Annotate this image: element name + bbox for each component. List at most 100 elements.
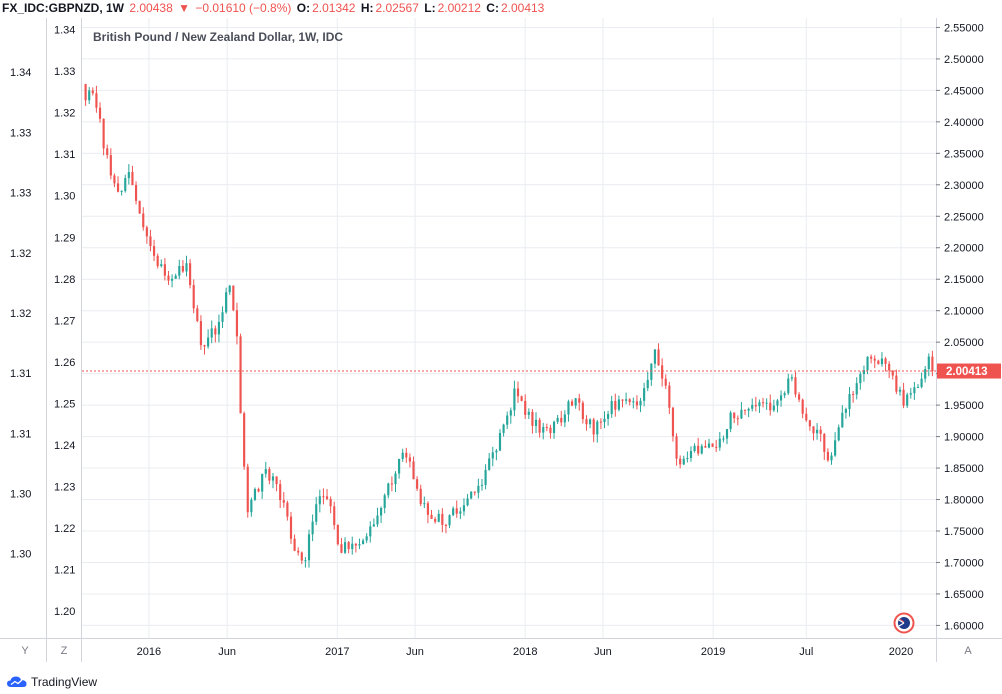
right-tick-label: 2.35000: [944, 148, 984, 160]
inner-tick-label: 1.31: [54, 149, 75, 161]
scale-button-y[interactable]: Y: [21, 645, 29, 657]
candle-body: [160, 264, 163, 267]
candle-body: [361, 540, 365, 545]
inner-tick-label: 1.23: [54, 481, 75, 493]
scale-button-z[interactable]: Z: [61, 645, 68, 657]
candle-body: [336, 525, 339, 545]
inner-tick-label: 1.25: [54, 398, 75, 410]
right-tick-label: 1.75000: [944, 526, 984, 538]
candle-body: [286, 502, 289, 517]
close-label: C:: [486, 1, 499, 15]
candle-body: [747, 408, 750, 411]
candle-body: [495, 450, 498, 453]
time-tick-label: 2020: [889, 646, 913, 658]
candle-body: [906, 394, 909, 406]
candle-body: [661, 365, 664, 379]
auto-scale-button[interactable]: A: [964, 645, 972, 657]
candle-body: [131, 172, 134, 186]
candle-body: [419, 488, 422, 504]
time-axis-ticks[interactable]: 2016 Jun 2017 Jun 2018 Jun 2019 Jul 2020: [137, 646, 914, 658]
candle-body: [772, 405, 775, 411]
candle-body: [470, 491, 473, 499]
candle-body: [689, 451, 693, 459]
candle-body: [498, 432, 502, 451]
candle-body: [142, 213, 145, 228]
candle-body: [491, 452, 494, 459]
right-tick-label: 2.15000: [944, 274, 984, 286]
candle-body: [405, 452, 408, 458]
candle-body: [751, 404, 754, 409]
symbol-name[interactable]: FX_IDC:GBPNZD, 1W: [2, 1, 125, 15]
price-change: −0.01610 (−0.8%): [195, 1, 292, 15]
right-tick-label: 2.45000: [944, 85, 984, 97]
candle-body: [243, 413, 246, 467]
candle-body: [563, 414, 566, 423]
candle-body: [844, 409, 847, 413]
candle-body: [480, 484, 484, 486]
candle-body: [354, 543, 357, 546]
candle-body: [289, 516, 293, 539]
candle-body: [545, 427, 548, 429]
left-tick-label: 1.32: [10, 308, 31, 320]
candle-body: [920, 378, 923, 387]
low-label: L:: [424, 1, 436, 15]
candle-body: [88, 90, 91, 101]
candle-body: [203, 345, 206, 347]
candle-body: [434, 518, 437, 522]
candle-body: [196, 308, 199, 322]
flag-icon[interactable]: [893, 612, 915, 634]
candle-body: [185, 263, 188, 272]
candle-body: [761, 402, 765, 404]
candle-body: [902, 389, 905, 406]
candle-body: [228, 285, 231, 293]
candle-body: [506, 415, 509, 425]
right-tick-label: 2.50000: [944, 54, 984, 66]
candle-body: [891, 370, 894, 376]
tradingview-logo[interactable]: TradingView: [6, 675, 97, 689]
candle-body: [444, 524, 448, 526]
candle-body: [304, 560, 307, 562]
candle-body: [646, 379, 649, 389]
inner-tick-label: 1.20: [54, 606, 75, 618]
candle-body: [426, 503, 430, 515]
candle-body: [895, 375, 898, 392]
candle-body: [758, 402, 761, 407]
symbol-header: FX_IDC:GBPNZD, 1W 2.00438 ▼ −0.01610 (−0…: [0, 0, 1002, 18]
candle-body: [232, 285, 235, 311]
candle-body: [534, 419, 538, 426]
right-tick-label: 2.55000: [944, 22, 984, 34]
candle-body: [650, 363, 653, 380]
left-axis-ticks[interactable]: 1.34 1.33 1.33 1.32 1.32 1.31 1.31 1.30 1.30: [10, 67, 31, 561]
candle-body: [592, 419, 595, 435]
candle-body: [192, 285, 195, 309]
inner-tick-label: 1.26: [54, 357, 75, 369]
inner-axis-ticks[interactable]: 1.34 1.33 1.32 1.31 1.30 1.29 1.28 1.27 1.26 1.25…: [54, 25, 75, 618]
candle-body: [538, 419, 541, 433]
candle-body: [819, 429, 822, 434]
candle-body: [394, 473, 397, 484]
candle-body: [398, 458, 401, 474]
inner-tick-label: 1.30: [54, 191, 75, 203]
right-tick-label: 1.95000: [944, 400, 984, 412]
candle-body: [841, 412, 844, 428]
candle-body: [149, 236, 152, 247]
time-tick-label: 2019: [701, 646, 725, 658]
candle-body: [682, 458, 685, 465]
candle-body: [848, 394, 851, 410]
candle-body: [697, 445, 700, 454]
candle-body: [639, 400, 642, 406]
candle-body: [927, 356, 930, 370]
candle-body: [581, 402, 584, 420]
candle-body: [628, 399, 631, 403]
candle-body: [473, 491, 476, 493]
candle-body: [805, 413, 808, 421]
candle-body: [484, 469, 487, 485]
candle-body: [578, 398, 581, 403]
candle-body: [91, 90, 94, 94]
price-chart[interactable]: 1.34 1.33 1.33 1.32 1.32 1.31 1.31 1.30 1.30 1.3…: [0, 18, 1002, 662]
grid-lines: [82, 18, 936, 638]
right-axis-ticks[interactable]: 2.55000 2.50000 2.45000 2.40000 2.35000 2.300…: [936, 22, 984, 632]
candle-body: [347, 542, 350, 550]
candle-body: [826, 451, 829, 461]
candle-body: [736, 418, 739, 420]
